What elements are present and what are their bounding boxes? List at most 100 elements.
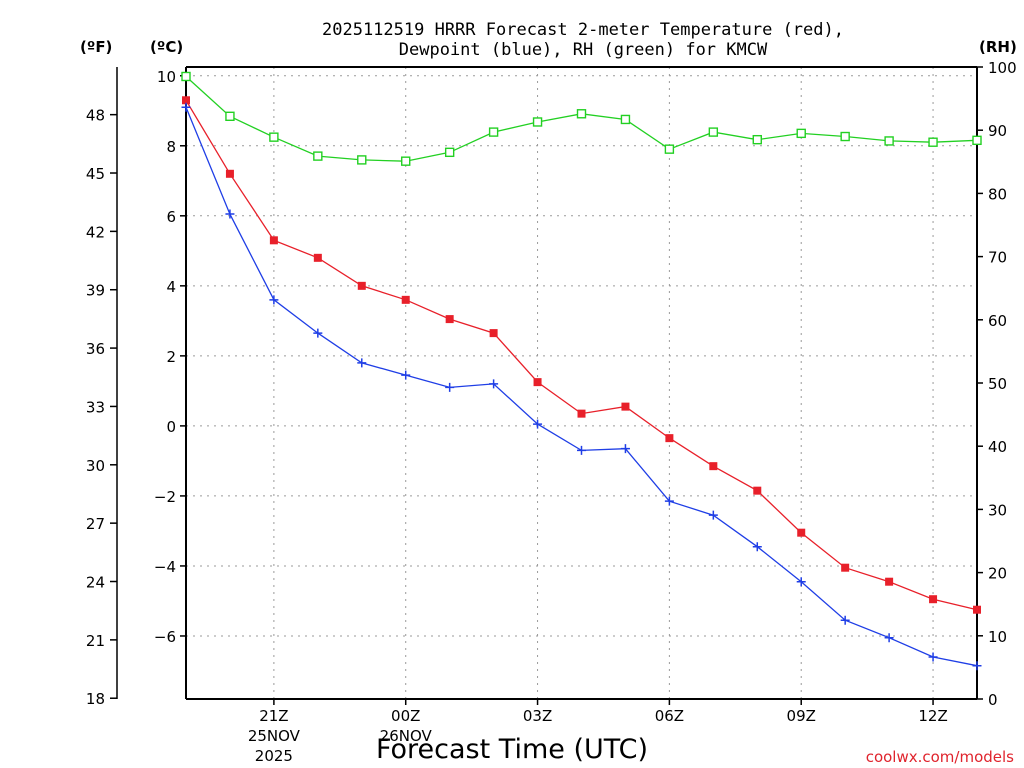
dewpoint-point <box>620 444 630 454</box>
temperature-point <box>401 295 410 304</box>
x-tick-label: 2025 <box>255 747 293 765</box>
dewpoint-point <box>269 295 279 305</box>
x-tick-label: 03Z <box>523 707 552 725</box>
series <box>181 71 982 671</box>
rh-point <box>488 127 499 137</box>
dewpoint-point <box>972 661 982 671</box>
rh-point <box>928 137 938 147</box>
temperature-line <box>185 99 978 611</box>
temperature-point <box>489 329 498 338</box>
temperature-point <box>665 434 674 443</box>
rh-tick-label: 70 <box>988 249 1007 267</box>
rh-point <box>181 71 191 82</box>
temperature-point <box>357 281 366 290</box>
celsius-tick-label: 8 <box>166 138 176 156</box>
x-tick-label: 00Z <box>391 707 420 725</box>
celsius-tick-label: −2 <box>154 488 176 506</box>
x-tick-label: 09Z <box>787 707 816 725</box>
rh-line <box>185 76 978 162</box>
rh-tick-label: 10 <box>988 628 1007 646</box>
temperature-point <box>182 96 190 105</box>
fahrenheit-tick-label: 30 <box>86 457 105 475</box>
grid <box>186 67 977 699</box>
x-tick-label: 12Z <box>918 707 947 725</box>
temperature-point <box>313 253 322 262</box>
dewpoint-point <box>928 652 938 662</box>
rh-tick-label: 20 <box>988 565 1007 583</box>
dewpoint-point <box>796 577 806 587</box>
x-tick-label: 25NOV <box>248 727 301 745</box>
dewpoint-point <box>357 358 367 368</box>
fahrenheit-tick-label: 18 <box>86 690 105 708</box>
chart-title-line-1: 2025112519 HRRR Forecast 2-meter Tempera… <box>322 20 844 40</box>
x-axis-label: Forecast Time (UTC) <box>376 734 648 765</box>
celsius-tick-label: 10 <box>157 68 176 86</box>
temperature-point <box>797 528 806 537</box>
dewpoint-point <box>752 542 762 552</box>
fahrenheit-tick-label: 42 <box>86 223 105 241</box>
rh-point <box>972 135 982 146</box>
rh-point <box>401 156 411 166</box>
rh-tick-label: 80 <box>988 185 1007 203</box>
dewpoint-point <box>225 209 235 219</box>
temperature-point <box>445 315 454 324</box>
rh-tick-label: 60 <box>988 312 1007 330</box>
credit-text: coolwx.com/models <box>866 748 1014 766</box>
rh-point <box>708 127 719 137</box>
rh-point <box>532 117 543 127</box>
rh-point <box>269 132 279 142</box>
rh-point <box>225 111 235 121</box>
rh-point <box>313 151 323 161</box>
fahrenheit-tick-label: 36 <box>86 340 105 358</box>
rh-point <box>884 136 894 146</box>
rh-tick-label: 40 <box>988 438 1007 456</box>
chart-title-line-2: Dewpoint (blue), RH (green) for KMCW <box>399 40 768 60</box>
dewpoint-line <box>185 107 978 667</box>
fahrenheit-tick-label: 48 <box>86 107 105 125</box>
temperature-point <box>753 486 762 495</box>
rh-unit-label: (RH) <box>979 38 1017 56</box>
temperature-point <box>621 402 630 411</box>
celsius-tick-label: 6 <box>166 208 176 226</box>
temperature-point <box>929 595 938 604</box>
x-tick-label: 21Z <box>259 707 288 725</box>
tick-labels: 48454239363330272421181086420−2−4−610090… <box>86 59 1017 765</box>
rh-point <box>664 144 675 154</box>
dewpoint-point <box>181 102 191 112</box>
fahrenheit-tick-label: 33 <box>86 398 105 416</box>
celsius-unit-label: (ºC) <box>150 38 183 56</box>
fahrenheit-tick-label: 24 <box>86 574 105 592</box>
temperature-point <box>269 236 278 245</box>
rh-point <box>576 109 587 119</box>
temperature-point <box>225 169 234 178</box>
rh-tick-label: 100 <box>988 59 1017 77</box>
rh-tick-label: 90 <box>988 122 1007 140</box>
rh-point <box>620 114 631 125</box>
temperature-point <box>709 462 718 471</box>
celsius-tick-label: 4 <box>166 278 176 296</box>
x-tick-label: 06Z <box>655 707 684 725</box>
dewpoint-point <box>445 382 455 392</box>
rh-tick-label: 0 <box>988 691 998 709</box>
celsius-tick-label: −6 <box>154 628 176 646</box>
dewpoint-point <box>313 328 323 338</box>
dewpoint-point <box>577 445 586 455</box>
temperature-point <box>533 378 542 387</box>
x-tick-label: 26NOV <box>380 727 433 745</box>
rh-tick-label: 30 <box>988 501 1007 519</box>
dewpoint-point <box>840 615 850 625</box>
dewpoint-point <box>533 419 543 429</box>
dewpoint-point <box>401 370 411 380</box>
celsius-tick-label: 0 <box>166 418 176 436</box>
rh-point <box>357 155 367 165</box>
fahrenheit-tick-label: 45 <box>86 165 105 183</box>
rh-point <box>752 134 762 145</box>
fahrenheit-tick-label: 27 <box>86 515 105 533</box>
dewpoint-point <box>708 510 718 520</box>
rh-point <box>796 128 806 139</box>
fahrenheit-tick-label: 21 <box>86 632 105 650</box>
dewpoint-point <box>489 379 499 389</box>
temperature-point <box>577 409 586 418</box>
celsius-tick-label: −4 <box>154 558 176 576</box>
